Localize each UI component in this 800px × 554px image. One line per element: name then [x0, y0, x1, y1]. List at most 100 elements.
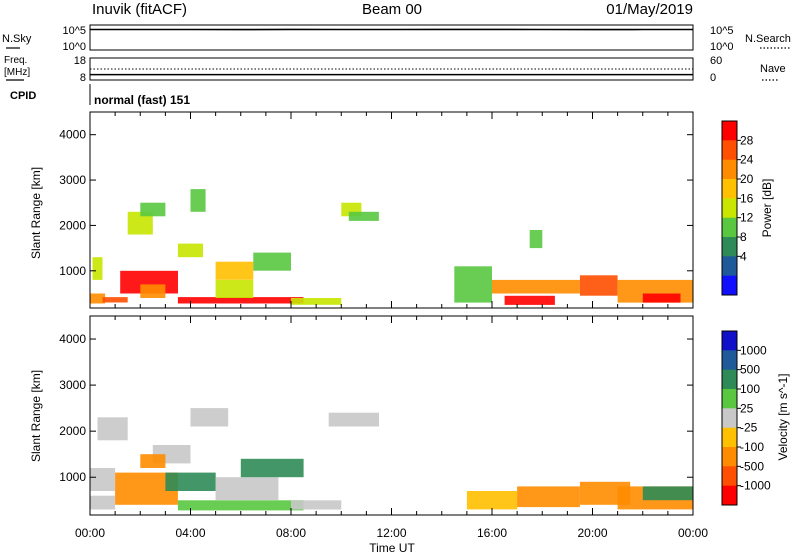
x-tick-label: 16:00 — [477, 526, 507, 540]
velocity-cell — [466, 491, 518, 510]
noise-panel: N.Sky 10^5 10^0 10^5 10^0 N.Search — [2, 24, 791, 53]
velocity-cell — [642, 486, 694, 501]
power-cell — [177, 243, 203, 258]
power-y-ticks: 1000 2000 3000 4000 — [59, 128, 693, 278]
power-x-ticks — [89, 112, 694, 308]
colorbar-tick-label: -100 — [740, 440, 764, 454]
nave-label: Nave — [760, 63, 786, 75]
velocity-cell — [291, 500, 342, 510]
power-cell — [140, 284, 166, 298]
x-axis-label: Time UT — [369, 541, 415, 554]
colorbar-bin — [722, 466, 737, 487]
velocity-cell — [90, 495, 116, 510]
colorbar-bin — [722, 447, 737, 467]
noise-left-tick-top: 10^5 — [62, 25, 86, 37]
velocity-y-tick-label: 2000 — [59, 424, 86, 438]
power-cell — [140, 202, 166, 217]
velocity-colorbar-label: Velocity [m s^-1] — [776, 374, 790, 461]
power-cell — [177, 297, 304, 304]
colorbar-bin — [722, 350, 737, 371]
colorbar-tick-label: 25 — [740, 401, 754, 415]
velocity-colorbar: 1000 500 100 25 -25 -100 -500 -1000 Velocity [m… — [721, 330, 790, 506]
colorbar-bin — [722, 275, 737, 296]
velocity-y-tick-label: 1000 — [59, 470, 86, 484]
power-cell — [642, 293, 681, 303]
colorbar-bin — [722, 159, 737, 180]
x-tick-label: 04:00 — [175, 526, 205, 540]
power-colorbar-bins — [722, 121, 737, 296]
velocity-cell — [177, 500, 304, 511]
colorbar-bin — [722, 217, 737, 238]
power-y-tick-label: 4000 — [59, 128, 86, 142]
velocity-heatmap-cells — [90, 408, 694, 511]
noise-right-tick-top: 10^5 — [710, 25, 734, 37]
power-cell — [127, 211, 153, 235]
freq-unit-label: [MHz] — [4, 67, 30, 78]
colorbar-bin — [722, 198, 737, 219]
colorbar-tick-label: 100 — [740, 382, 760, 396]
colorbar-tick-label: 24 — [740, 153, 754, 167]
power-cell — [348, 211, 379, 221]
colorbar-tick-label: 1000 — [740, 343, 767, 357]
nave-right-tick-bottom: 0 — [710, 72, 716, 84]
velocity-cell — [215, 477, 279, 501]
power-cell — [215, 279, 254, 298]
power-cell — [454, 266, 492, 303]
n-search-label: N.Search — [745, 33, 791, 45]
noise-panel-frame — [89, 24, 694, 51]
colorbar-tick-label: -25 — [740, 421, 758, 435]
station-title: Inuvik (fitACF) — [92, 1, 187, 18]
colorbar-tick-label: 12 — [740, 211, 754, 225]
velocity-cell — [97, 417, 128, 441]
colorbar-bin — [722, 369, 737, 390]
freq-panel: Freq. [MHz] 18 8 60 0 Nave — [4, 55, 786, 84]
colorbar-bin — [722, 256, 737, 277]
colorbar-tick-label: -1000 — [740, 479, 771, 493]
power-panel: 1000 2000 3000 4000 Slant Range [km] — [29, 111, 694, 309]
velocity-cell — [517, 486, 580, 508]
x-tick-label: 20:00 — [577, 526, 607, 540]
velocity-cell — [328, 412, 379, 427]
freq-left-tick-bottom: 8 — [80, 72, 86, 84]
date-label: 01/May/2019 — [606, 1, 693, 18]
x-tick-label: 12:00 — [376, 526, 406, 540]
colorbar-tick-label: 4 — [740, 249, 747, 263]
beam-label: Beam 00 — [362, 1, 422, 18]
power-cell — [529, 230, 543, 249]
velocity-cell — [165, 472, 216, 491]
velocity-cell — [90, 468, 116, 491]
power-y-tick-label: 2000 — [59, 218, 86, 232]
freq-left-tick-top: 18 — [74, 55, 86, 67]
power-cell — [102, 297, 128, 303]
velocity-y-ticks: 1000 2000 3000 4000 — [59, 332, 693, 484]
power-cell — [579, 275, 618, 296]
freq-label: Freq. — [4, 55, 27, 66]
power-y-tick-label: 3000 — [59, 173, 86, 187]
colorbar-tick-label: 20 — [740, 172, 754, 186]
velocity-colorbar-bins — [722, 331, 737, 506]
colorbar-bin — [722, 179, 737, 199]
colorbar-bin — [722, 237, 737, 257]
noise-right-tick-bottom: 10^0 — [710, 41, 734, 53]
velocity-cell — [240, 458, 304, 478]
colorbar-bin — [722, 485, 737, 506]
velocity-y-axis-label: Slant Range [km] — [29, 370, 43, 462]
x-tick-label: 00:00 — [678, 526, 708, 540]
velocity-cell — [190, 408, 229, 427]
nave-right-tick-top: 60 — [710, 55, 722, 67]
power-colorbar: 28 24 20 16 12 8 4 Power [dB] — [721, 120, 774, 296]
power-cell — [90, 293, 106, 304]
colorbar-bin — [722, 427, 737, 448]
velocity-x-ticks — [89, 316, 694, 515]
velocity-cell — [140, 454, 166, 468]
colorbar-tick-label: 8 — [740, 230, 747, 244]
colorbar-tick-label: 28 — [740, 133, 754, 147]
velocity-colorbar-frame — [721, 330, 738, 506]
velocity-y-tick-label: 4000 — [59, 332, 86, 346]
power-cell — [492, 279, 580, 294]
velocity-colorbar-ticks: 1000 500 100 25 -25 -100 -500 -1000 — [737, 343, 771, 493]
power-cell — [215, 261, 254, 280]
colorbar-bin — [722, 140, 737, 161]
colorbar-tick-label: 16 — [740, 191, 754, 205]
